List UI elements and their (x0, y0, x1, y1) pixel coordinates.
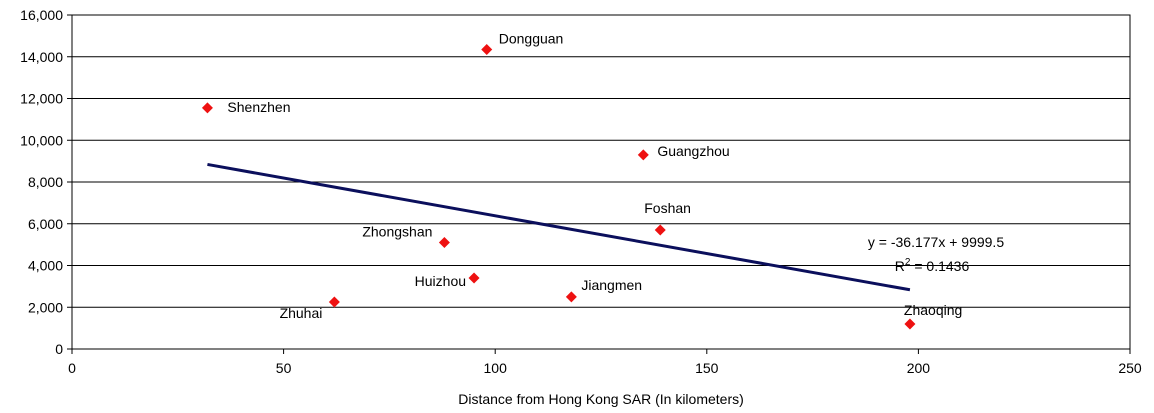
label-zhaoqing: Zhaoqing (904, 302, 962, 318)
x-tick-label: 0 (68, 360, 76, 376)
data-points (201, 43, 916, 330)
y-tick-label: 8,000 (28, 174, 63, 190)
x-axis: 0 50 100 150 200 250 (68, 349, 1142, 376)
y-tick-label: 0 (55, 341, 63, 357)
point-zhaoqing (904, 318, 916, 330)
x-tick-label: 150 (695, 360, 719, 376)
label-jiangmen: Jiangmen (581, 277, 642, 293)
point-foshan (654, 224, 666, 236)
r2-superscript: 2 (905, 257, 911, 268)
y-tick-label: 10,000 (20, 132, 63, 148)
trend-r-squared: R2 = 0.1436 (895, 257, 970, 274)
label-dongguan: Dongguan (499, 30, 564, 46)
r2-prefix: R (895, 258, 905, 274)
label-zhuhai: Zhuhai (280, 305, 323, 321)
label-foshan: Foshan (644, 200, 691, 216)
label-shenzhen: Shenzhen (227, 99, 290, 115)
x-tick-label: 200 (907, 360, 931, 376)
y-tick-label: 14,000 (20, 49, 63, 65)
gridlines (72, 56, 1130, 308)
label-guangzhou: Guangzhou (657, 143, 729, 159)
point-zhuhai (328, 296, 340, 308)
label-zhongshan: Zhongshan (362, 224, 432, 240)
trend-equation: y = -36.177x + 9999.5 (868, 234, 1004, 250)
y-tick-label: 16,000 (20, 7, 63, 23)
r2-suffix: = 0.1436 (910, 258, 969, 274)
x-tick-label: 100 (484, 360, 508, 376)
point-labels: Shenzhen Dongguan Guangzhou Foshan Zhongshan… (227, 30, 962, 321)
x-axis-title: Distance from Hong Kong SAR (In kilomete… (458, 391, 744, 407)
point-guangzhou (637, 149, 649, 161)
y-axis: 0 2,000 4,000 6,000 8,000 10,000 12,000 14,000 1… (20, 7, 72, 357)
trend-line (207, 162, 911, 292)
point-dongguan (481, 43, 493, 55)
point-zhongshan (438, 237, 450, 249)
point-huizhou (468, 272, 480, 284)
point-jiangmen (565, 291, 577, 303)
y-tick-label: 4,000 (28, 258, 63, 274)
y-tick-label: 2,000 (28, 299, 63, 315)
y-tick-label: 12,000 (20, 91, 63, 107)
point-shenzhen (201, 102, 213, 114)
x-tick-label: 250 (1118, 360, 1142, 376)
y-tick-label: 6,000 (28, 216, 63, 232)
label-huizhou: Huizhou (415, 273, 466, 289)
x-tick-label: 50 (276, 360, 292, 376)
